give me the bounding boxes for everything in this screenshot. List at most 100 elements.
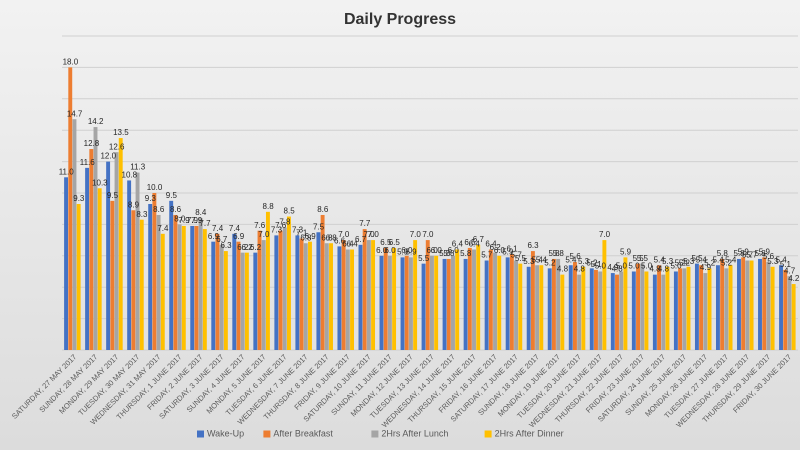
data-label: 7.0 xyxy=(410,230,422,239)
bar xyxy=(535,265,540,350)
data-label: 8.4 xyxy=(195,208,207,217)
bar xyxy=(392,247,397,350)
data-label: 5.2 xyxy=(704,258,716,267)
bar xyxy=(350,249,354,350)
bar xyxy=(673,271,678,350)
data-label: 7.7 xyxy=(359,219,371,228)
bar xyxy=(446,258,451,350)
bar xyxy=(539,265,544,350)
legend-label: After Breakfast xyxy=(273,428,333,438)
data-label: 5.7 xyxy=(511,251,523,260)
data-label: 5.6 xyxy=(763,252,775,261)
bar xyxy=(148,203,153,350)
bar xyxy=(715,265,720,350)
bar xyxy=(299,238,304,350)
bar xyxy=(160,233,165,350)
bar xyxy=(173,214,178,350)
data-label: 5.3 xyxy=(578,257,590,266)
bar xyxy=(615,274,619,350)
bar xyxy=(383,247,388,350)
bar xyxy=(387,255,392,350)
bar xyxy=(779,265,783,350)
bar xyxy=(215,233,220,350)
data-label: 7.1 xyxy=(296,229,308,238)
legend-label: 2Hrs After Lunch xyxy=(381,428,448,438)
data-label: 12.0 xyxy=(100,152,116,161)
data-label: 9.3 xyxy=(145,194,157,203)
data-label: 5.2 xyxy=(675,258,687,267)
bar xyxy=(703,273,708,350)
bar xyxy=(699,265,704,350)
bar xyxy=(177,224,182,350)
legend-swatch xyxy=(197,430,204,438)
data-label: 5.4 xyxy=(536,255,548,264)
data-label: 5.4 xyxy=(776,255,788,264)
data-label: 8.6 xyxy=(317,205,329,214)
data-label: 5.0 xyxy=(595,262,607,271)
data-label: 8.6 xyxy=(153,205,165,214)
bar xyxy=(261,240,266,350)
legend-label: 2Hrs After Dinner xyxy=(495,428,564,438)
bar xyxy=(610,273,615,350)
bar xyxy=(236,241,241,350)
data-label: 4.8 xyxy=(574,265,586,274)
data-label: 10.8 xyxy=(122,171,138,180)
bar xyxy=(198,218,203,350)
bar xyxy=(505,257,510,350)
data-label: 6.1 xyxy=(506,244,518,253)
bar xyxy=(581,266,586,350)
data-label: 5.1 xyxy=(780,260,792,269)
data-label: 8.9 xyxy=(128,200,140,209)
bar xyxy=(135,172,140,350)
data-label: 9.5 xyxy=(166,191,178,200)
data-label: 5.4 xyxy=(565,255,577,264)
bar xyxy=(244,252,249,350)
bar xyxy=(602,240,607,350)
bar xyxy=(362,229,367,350)
bar xyxy=(720,258,725,350)
bars xyxy=(64,67,796,351)
bar xyxy=(745,260,750,350)
data-label: 6.8 xyxy=(326,233,338,242)
bar xyxy=(758,258,762,350)
data-label: 5.9 xyxy=(397,247,409,256)
bar xyxy=(265,211,270,350)
data-label: 6.2 xyxy=(490,243,502,252)
legend-label: Wake-Up xyxy=(207,428,244,438)
data-label: 7.8 xyxy=(279,218,291,227)
data-label: 5.0 xyxy=(616,262,628,271)
data-label: 6.0 xyxy=(427,246,439,255)
data-label: 8.5 xyxy=(284,207,296,216)
data-label: 6.5 xyxy=(389,238,401,247)
data-label: 6.2 xyxy=(237,243,249,252)
bar xyxy=(636,263,640,350)
data-label: 13.5 xyxy=(113,128,129,137)
bar xyxy=(619,271,624,350)
bar xyxy=(320,214,325,350)
data-label: 5.9 xyxy=(620,247,632,256)
data-label: 5.3 xyxy=(662,257,674,266)
data-label: 4.2 xyxy=(788,274,800,283)
bar xyxy=(749,260,754,350)
data-label: 5.8 xyxy=(553,249,565,258)
bar xyxy=(724,268,729,350)
data-label: 5.6 xyxy=(570,252,582,261)
data-label: 9.5 xyxy=(107,191,119,200)
data-label: 4.7 xyxy=(784,266,796,275)
bar xyxy=(644,271,649,350)
bar xyxy=(518,263,523,350)
data-label: 7.9 xyxy=(187,216,199,225)
legend-swatch xyxy=(263,430,271,438)
bar xyxy=(64,177,69,350)
bar xyxy=(526,266,531,350)
data-label: 6.8 xyxy=(321,233,333,242)
bar xyxy=(665,266,670,350)
data-label: 6.5 xyxy=(380,238,392,247)
bar xyxy=(316,232,321,350)
bar xyxy=(219,244,224,350)
bar xyxy=(442,258,447,350)
data-label: 6.7 xyxy=(216,235,228,244)
data-label: 5.8 xyxy=(443,249,455,258)
bar xyxy=(341,240,346,350)
